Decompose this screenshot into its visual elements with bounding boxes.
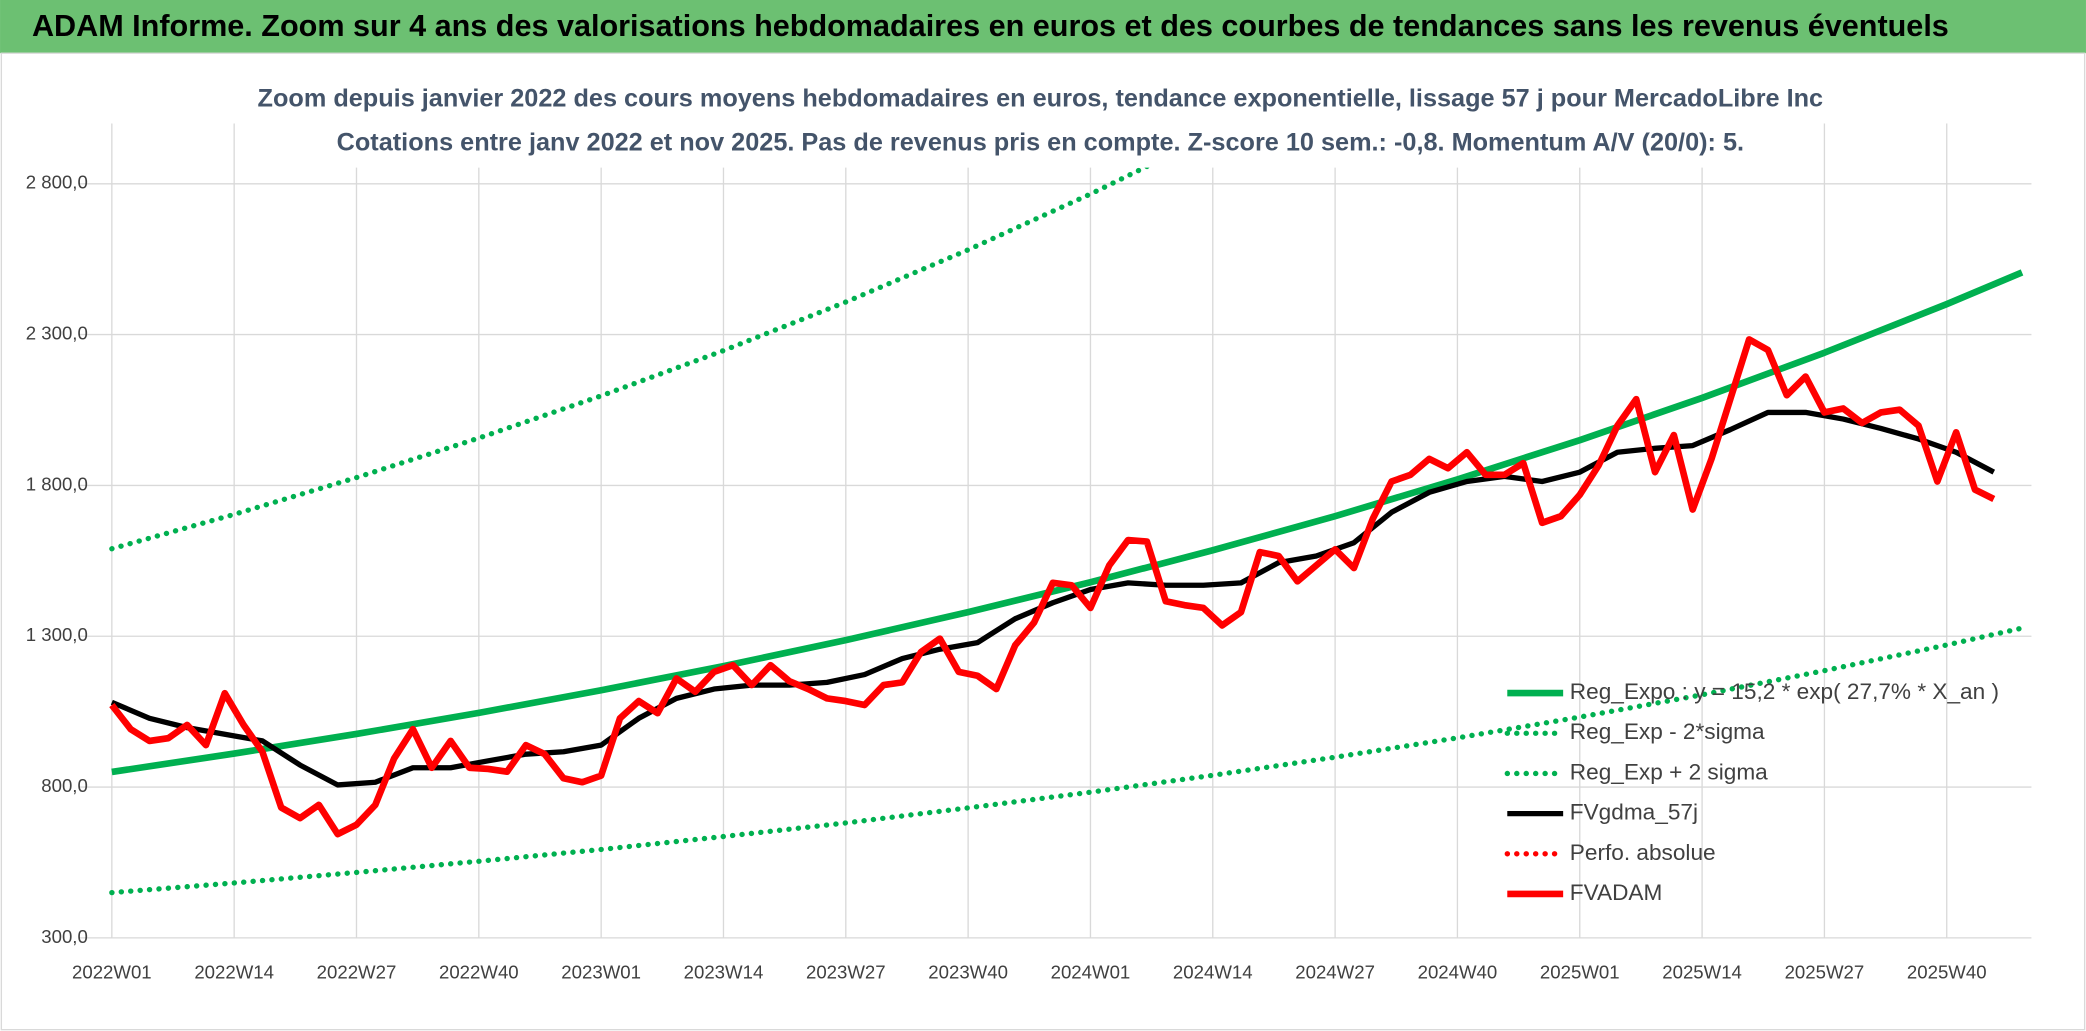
x-tick-label: 2023W01	[561, 962, 641, 983]
series-line	[109, 625, 2025, 896]
header-title: ADAM Informe. Zoom sur 4 ans des valoris…	[32, 9, 1949, 43]
legend-label: Reg_Exp - 2*sigma	[1570, 719, 1765, 744]
series-line	[109, 336, 1996, 838]
legend-label: Reg_Exp + 2 sigma	[1570, 759, 1768, 784]
x-tick-label: 2022W40	[439, 962, 519, 983]
x-tick-label: 2024W14	[1173, 962, 1253, 983]
x-tick-label: 2022W14	[194, 962, 274, 983]
legend-label: Perfo. absolue	[1570, 840, 1716, 865]
x-tick-label: 2025W14	[1662, 962, 1742, 983]
x-tick-label: 2025W27	[1785, 962, 1865, 983]
x-tick-label: 2024W27	[1295, 962, 1375, 983]
legend-label: FVgdma_57j	[1570, 800, 1698, 825]
y-tick-label: 1 300,0	[26, 624, 88, 645]
y-tick-label: 300,0	[41, 926, 88, 947]
series-line	[109, 123, 1240, 552]
x-tick-label: 2023W40	[928, 962, 1008, 983]
y-tick-label: 2 300,0	[26, 323, 88, 344]
x-tick-label: 2023W27	[806, 962, 886, 983]
x-tick-label: 2025W01	[1540, 962, 1620, 983]
chart-title: Zoom depuis janvier 2022 des cours moyen…	[258, 84, 1824, 112]
x-tick-label: 2022W01	[72, 962, 152, 983]
series-line	[111, 269, 2024, 776]
chart-subtitle: Cotations entre janv 2022 et nov 2025. P…	[337, 128, 1744, 156]
header-bar	[0, 0, 2086, 54]
legend-label: Reg_Expo : y = 15,2 * exp( 27,7% * X_an …	[1570, 679, 1999, 704]
title-background	[299, 77, 1787, 168]
x-tick-label: 2024W01	[1051, 962, 1131, 983]
x-tick-label: 2023W14	[684, 962, 764, 983]
y-tick-label: 2 800,0	[26, 172, 88, 193]
x-tick-label: 2025W40	[1907, 962, 1987, 983]
x-tick-label: 2022W27	[317, 962, 397, 983]
legend-label: FVADAM	[1570, 880, 1663, 905]
y-tick-label: 800,0	[41, 775, 88, 796]
y-tick-label: 1 800,0	[26, 473, 88, 494]
chart-frame	[0, 52, 2086, 1031]
x-tick-label: 2024W40	[1418, 962, 1498, 983]
